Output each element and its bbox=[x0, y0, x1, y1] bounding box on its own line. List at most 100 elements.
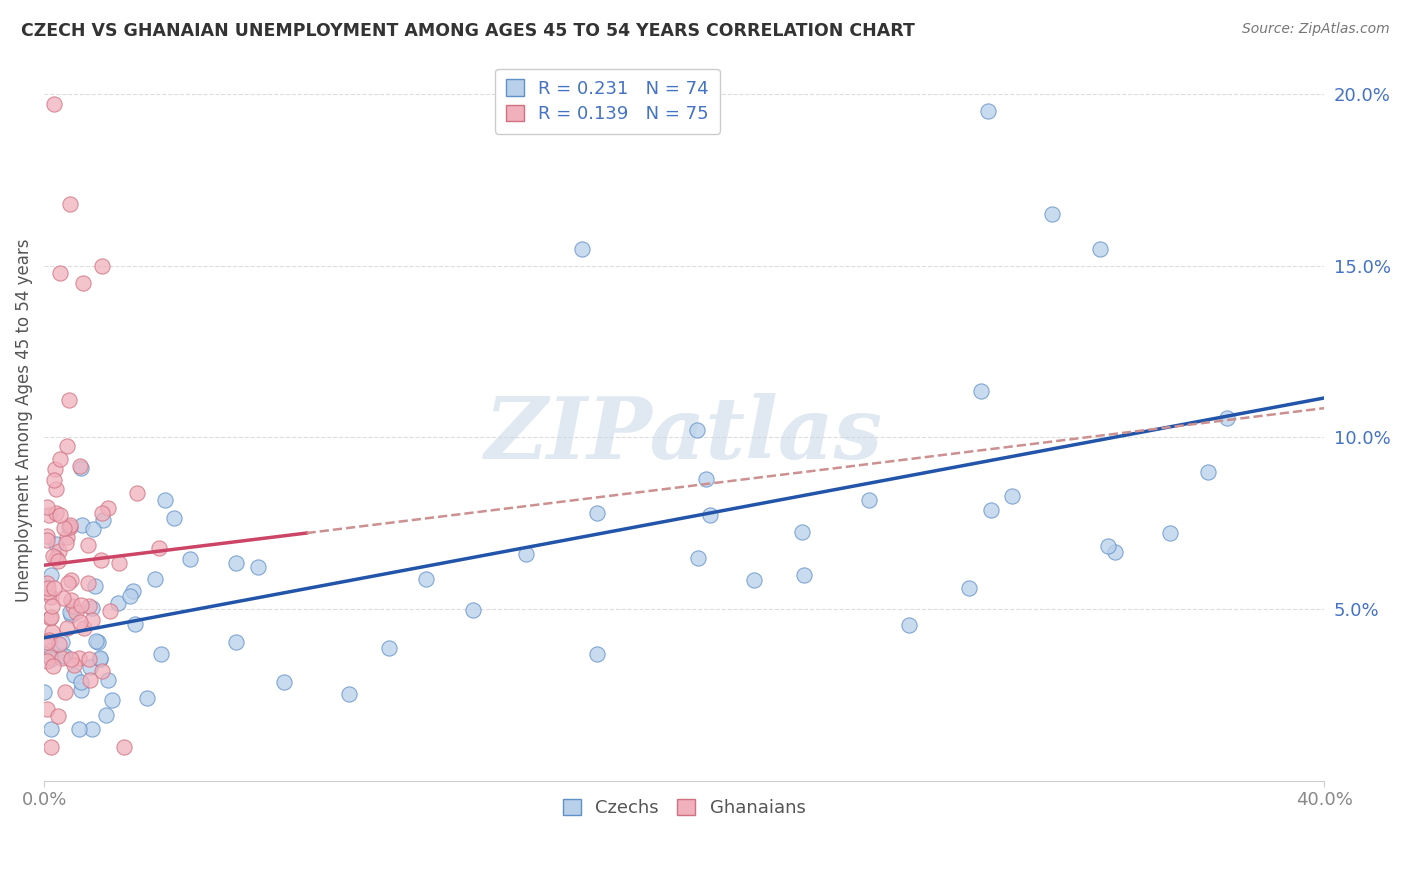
Point bbox=[38, 633, 60, 648]
Point bbox=[56, 575, 79, 590]
Point bbox=[58, 393, 80, 408]
Point bbox=[60, 593, 83, 607]
Point bbox=[97, 673, 120, 687]
Point bbox=[97, 501, 120, 516]
Point bbox=[118, 589, 141, 603]
Point bbox=[225, 634, 247, 648]
Point bbox=[41, 599, 63, 613]
Point bbox=[37, 533, 59, 547]
Point bbox=[76, 575, 98, 590]
Point bbox=[1001, 489, 1024, 503]
Point bbox=[571, 242, 593, 256]
Point bbox=[148, 541, 170, 555]
Text: Source: ZipAtlas.com: Source: ZipAtlas.com bbox=[1241, 22, 1389, 37]
Text: ZIPatlas: ZIPatlas bbox=[485, 393, 883, 476]
Point bbox=[377, 641, 399, 656]
Point bbox=[72, 518, 94, 533]
Point bbox=[49, 266, 72, 280]
Point bbox=[45, 550, 67, 565]
Point bbox=[53, 648, 76, 663]
Legend: Czechs, Ghanaians: Czechs, Ghanaians bbox=[554, 789, 814, 826]
Point bbox=[585, 507, 607, 521]
Point bbox=[37, 584, 59, 599]
Point bbox=[51, 635, 73, 649]
Point bbox=[98, 604, 121, 618]
Point bbox=[79, 659, 101, 673]
Point bbox=[225, 556, 247, 570]
Point bbox=[463, 603, 485, 617]
Point bbox=[339, 688, 361, 702]
Point bbox=[121, 583, 143, 598]
Point bbox=[77, 599, 100, 613]
Point bbox=[41, 624, 63, 639]
Point bbox=[82, 523, 104, 537]
Point bbox=[970, 384, 993, 398]
Point bbox=[72, 621, 94, 635]
Point bbox=[39, 723, 62, 737]
Point bbox=[37, 581, 59, 595]
Point bbox=[112, 739, 135, 754]
Point bbox=[179, 552, 201, 566]
Point bbox=[163, 511, 186, 525]
Point bbox=[37, 500, 59, 514]
Point bbox=[69, 459, 91, 474]
Point bbox=[42, 581, 65, 595]
Point bbox=[37, 529, 59, 543]
Point bbox=[58, 518, 80, 533]
Point bbox=[59, 197, 82, 211]
Point bbox=[49, 508, 72, 523]
Point bbox=[82, 600, 104, 615]
Point bbox=[56, 621, 79, 635]
Point bbox=[39, 590, 62, 604]
Point bbox=[792, 525, 814, 540]
Point bbox=[83, 579, 105, 593]
Point bbox=[150, 648, 173, 662]
Point bbox=[39, 611, 62, 625]
Point bbox=[42, 97, 65, 112]
Point bbox=[515, 547, 537, 561]
Point bbox=[76, 537, 98, 551]
Point bbox=[42, 473, 65, 487]
Point bbox=[48, 544, 70, 558]
Point bbox=[42, 659, 65, 673]
Point bbox=[45, 482, 67, 496]
Point bbox=[63, 668, 86, 682]
Point bbox=[39, 610, 62, 624]
Point bbox=[1104, 545, 1126, 559]
Point bbox=[58, 520, 80, 534]
Point bbox=[82, 723, 104, 737]
Point bbox=[1159, 526, 1181, 541]
Point bbox=[55, 535, 77, 549]
Point bbox=[37, 576, 59, 591]
Point bbox=[415, 572, 437, 586]
Point bbox=[62, 657, 84, 672]
Point bbox=[59, 605, 82, 619]
Point bbox=[125, 486, 148, 500]
Point bbox=[957, 582, 980, 596]
Point bbox=[980, 503, 1002, 517]
Text: CZECH VS GHANAIAN UNEMPLOYMENT AMONG AGES 45 TO 54 YEARS CORRELATION CHART: CZECH VS GHANAIAN UNEMPLOYMENT AMONG AGE… bbox=[21, 22, 915, 40]
Point bbox=[688, 550, 710, 565]
Point bbox=[143, 572, 166, 586]
Point bbox=[90, 259, 112, 273]
Point bbox=[37, 702, 59, 716]
Point bbox=[273, 675, 295, 690]
Point bbox=[41, 739, 63, 754]
Point bbox=[1040, 207, 1063, 221]
Point bbox=[38, 508, 60, 522]
Point bbox=[69, 599, 91, 613]
Point bbox=[977, 104, 1000, 119]
Point bbox=[699, 508, 721, 522]
Point bbox=[39, 652, 62, 666]
Point bbox=[38, 649, 60, 664]
Point bbox=[44, 462, 66, 476]
Point bbox=[79, 673, 101, 687]
Point bbox=[1097, 539, 1119, 553]
Point bbox=[136, 690, 159, 705]
Point bbox=[59, 574, 82, 588]
Point bbox=[77, 651, 100, 665]
Point bbox=[585, 647, 607, 661]
Point bbox=[56, 530, 79, 544]
Point bbox=[101, 693, 124, 707]
Point bbox=[48, 637, 70, 651]
